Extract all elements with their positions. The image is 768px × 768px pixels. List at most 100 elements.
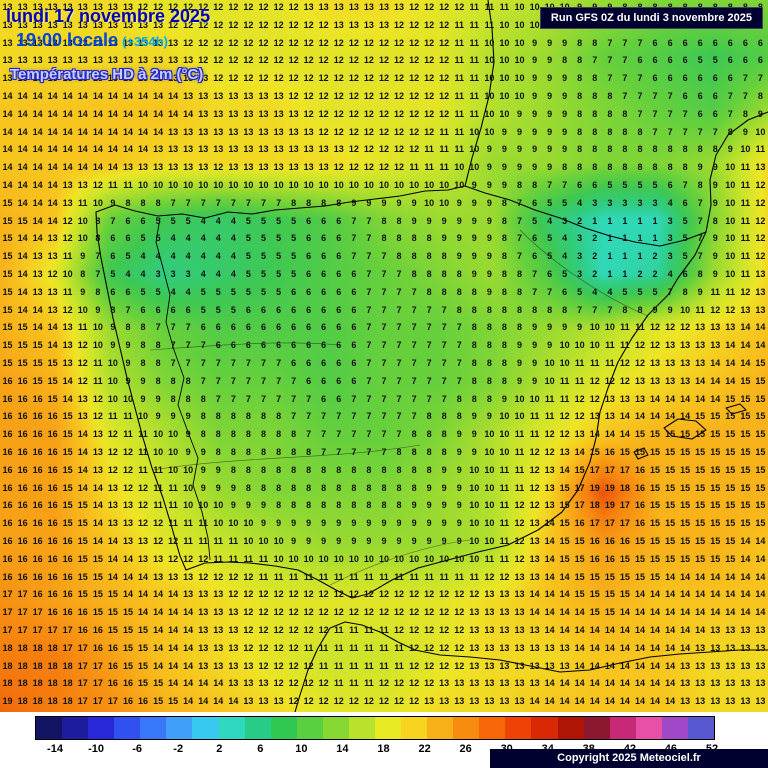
temp-value: 7 — [351, 429, 357, 440]
temp-value: 11 — [740, 197, 751, 208]
temp-value: 13 — [288, 108, 299, 119]
temp-value: 8 — [622, 304, 628, 315]
temp-value: 5 — [260, 286, 266, 297]
temp-value: 9 — [501, 180, 507, 190]
temp-value: 13 — [213, 91, 224, 101]
temp-value: 14 — [574, 678, 585, 689]
temp-value: 7 — [697, 126, 703, 137]
temp-value: 7 — [712, 126, 718, 137]
temp-value: 7 — [607, 73, 613, 84]
temp-value: 17 — [619, 500, 630, 511]
temp-value: 13 — [153, 553, 164, 564]
temp-value: 14 — [32, 144, 43, 155]
temp-value: 1 — [622, 251, 628, 262]
temp-value: 7 — [682, 108, 688, 119]
temp-value: 6 — [532, 197, 538, 208]
temp-value: 4 — [547, 215, 553, 226]
temp-value: 10 — [514, 2, 525, 12]
temp-value: 14 — [77, 447, 88, 457]
temp-value: 14 — [544, 696, 555, 707]
temp-value: 12 — [348, 91, 359, 101]
temp-value: 13 — [213, 660, 224, 671]
temp-value: 6 — [727, 73, 733, 84]
temp-value: 7 — [321, 411, 327, 422]
temp-value: 9 — [441, 215, 447, 226]
temp-value: 8 — [95, 215, 101, 226]
temp-value: 12 — [258, 589, 269, 600]
temp-value: 14 — [649, 660, 660, 671]
temp-value: 13 — [92, 464, 103, 475]
temp-value: 8 — [471, 375, 477, 386]
temp-value: 10 — [92, 322, 103, 333]
temp-value: 13 — [288, 162, 299, 173]
temp-value: 12 — [288, 607, 299, 618]
temp-value: 12 — [318, 108, 329, 119]
temp-value: 16 — [634, 518, 645, 529]
temp-value: 12 — [198, 19, 209, 30]
temp-value: 11 — [454, 144, 465, 155]
temp-value: 8 — [260, 411, 266, 422]
temp-value: 8 — [200, 393, 206, 404]
temp-value: 13 — [153, 55, 164, 66]
temp-value: 13 — [198, 108, 209, 119]
temp-value: 6 — [712, 73, 718, 84]
temp-value: 15 — [725, 518, 736, 529]
temp-value: 6 — [336, 251, 342, 262]
temp-value: 16 — [2, 375, 13, 386]
temp-value: 12 — [288, 55, 299, 66]
temp-value: 11 — [454, 73, 465, 84]
temp-value: 9 — [441, 464, 447, 475]
temp-value: 14 — [107, 162, 118, 173]
temp-value: 14 — [47, 180, 58, 190]
temp-value: 13 — [529, 553, 540, 564]
color-scale-tick: -6 — [132, 743, 142, 755]
temp-value: 10 — [333, 180, 344, 190]
temp-value: 13 — [514, 642, 525, 653]
temp-value: 12 — [333, 73, 344, 84]
temp-value: 8 — [501, 340, 507, 351]
temp-value: 14 — [755, 322, 766, 333]
temp-value: 13 — [755, 660, 766, 671]
temp-value: 7 — [637, 37, 643, 48]
temp-value: 15 — [695, 536, 706, 546]
temp-value: 5 — [245, 269, 251, 279]
temp-value: 7 — [441, 340, 447, 351]
temp-value: 17 — [17, 625, 28, 635]
temp-value: 10 — [514, 91, 525, 101]
temp-value: 16 — [32, 589, 43, 600]
temp-value: 10 — [213, 500, 224, 511]
temp-value: 14 — [32, 108, 43, 119]
temp-value: 15 — [92, 589, 103, 600]
temp-value: 12 — [258, 37, 269, 48]
temp-value: 12 — [77, 375, 88, 386]
temp-value: 13 — [17, 55, 28, 66]
temp-value: 13 — [62, 322, 73, 333]
temp-value: 10 — [409, 180, 420, 190]
temp-value: 7 — [667, 286, 673, 297]
temp-value: 10 — [725, 180, 736, 190]
temp-value: 14 — [47, 322, 58, 333]
temp-value: 14 — [710, 571, 721, 582]
temp-value: 12 — [303, 678, 314, 689]
temp-value: 13 — [574, 429, 585, 440]
temp-value: 14 — [725, 358, 736, 368]
temp-value: 8 — [516, 322, 522, 333]
temp-value: 9 — [426, 500, 432, 511]
temp-value: 14 — [544, 553, 555, 564]
temp-value: 4 — [170, 233, 176, 244]
temp-value: 9 — [547, 55, 553, 66]
temp-value: 14 — [589, 429, 600, 440]
temp-value: 12 — [393, 607, 404, 618]
temp-value: 10 — [529, 393, 540, 404]
temp-value: 10 — [514, 55, 525, 66]
color-scale-tick: 2 — [216, 743, 223, 755]
temp-value: 7 — [336, 447, 342, 457]
temp-value: 6 — [577, 180, 583, 190]
color-scale-segment — [505, 717, 532, 739]
temp-value: 14 — [604, 678, 615, 689]
temp-value: 17 — [92, 660, 103, 671]
temp-value: 14 — [619, 642, 630, 653]
temp-value: 7 — [336, 429, 342, 440]
temp-value: 5 — [291, 215, 297, 226]
temp-value: 12 — [303, 696, 314, 707]
